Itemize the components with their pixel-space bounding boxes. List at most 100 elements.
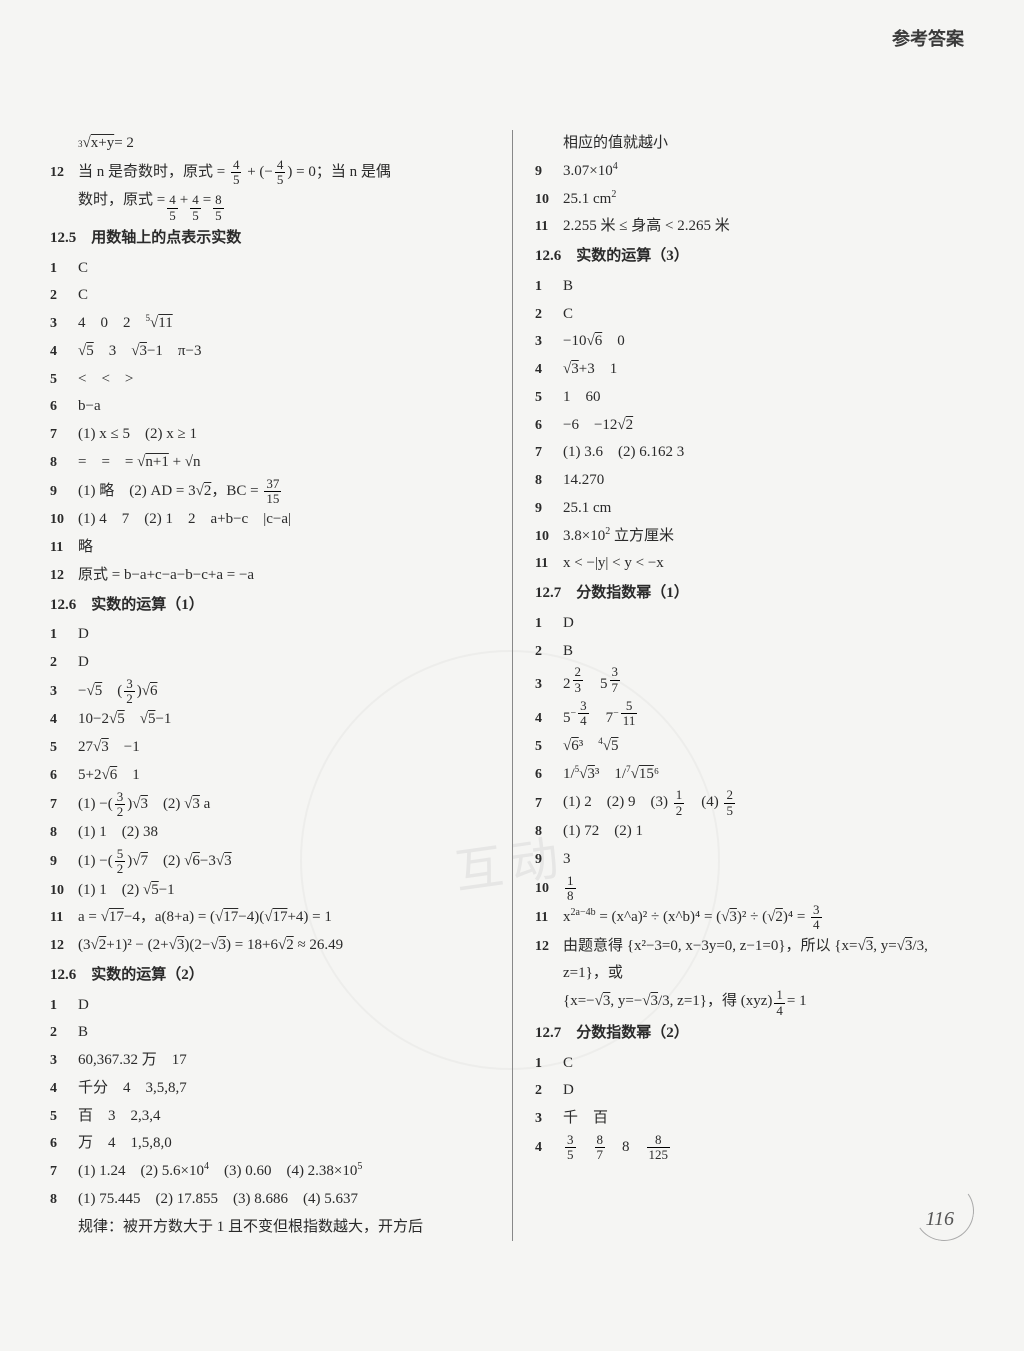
- item-number: 2: [50, 650, 74, 676]
- answer-line: 4千分 4 3,5,8,7: [50, 1075, 500, 1103]
- answer-line: 45−34 7−511: [535, 699, 974, 733]
- item-number: 5: [50, 735, 74, 761]
- item-content: √6³ 4√5: [563, 733, 618, 761]
- item-content: 35 87 8 8125: [563, 1133, 672, 1163]
- item-number: 8: [535, 819, 559, 845]
- item-content: 60,367.32 万 17: [78, 1047, 187, 1075]
- answer-line: 7(1) 3.6 (2) 6.162 3: [535, 439, 974, 467]
- item-number: 4: [50, 339, 74, 365]
- answer-line: 5< < >: [50, 366, 500, 394]
- item-content: (1) 4 7 (2) 1 2 a+b−c |c−a|: [78, 506, 291, 534]
- item-content: 百 3 2,3,4: [78, 1103, 161, 1131]
- answer-line: 1C: [535, 1050, 974, 1078]
- left-column: 3√x+y = 212当 n 是奇数时，原式 = 45 + (−45) = 0；…: [50, 130, 512, 1241]
- item-number: 4: [50, 707, 74, 733]
- item-content: D: [78, 992, 89, 1020]
- item-content: 25.1 cm: [563, 495, 611, 523]
- item-content: √3+3 1: [563, 356, 617, 384]
- item-content: 千分 4 3,5,8,7: [78, 1075, 187, 1103]
- answer-line: 435 87 8 8125: [535, 1133, 974, 1163]
- item-number: 11: [535, 214, 559, 240]
- item-number: 11: [50, 905, 74, 931]
- answer-line: 3223 537: [535, 665, 974, 699]
- section-heading: 12.6 实数的运算（1）: [50, 592, 500, 620]
- item-number: 9: [535, 847, 559, 873]
- answer-line: 1D: [50, 992, 500, 1020]
- item-content: (1) 1 (2) √5−1: [78, 877, 175, 905]
- item-number: 9: [535, 159, 559, 185]
- item-number: 7: [50, 1159, 74, 1185]
- item-number: 12: [535, 934, 559, 960]
- answer-line: 9(1) −(52)√7 (2) √6−3√3: [50, 847, 500, 877]
- item-content: (1) 72 (2) 1: [563, 818, 643, 846]
- answer-line: 103.8×102 立方厘米: [535, 523, 974, 551]
- item-number: 7: [50, 792, 74, 818]
- item-content: 27√3 −1: [78, 734, 140, 762]
- item-number: 7: [50, 422, 74, 448]
- answer-line: 11a = √17−4，a(8+a) = (√17−4)(√17+4) = 1: [50, 904, 500, 932]
- item-number: 7: [535, 440, 559, 466]
- item-number: 2: [535, 1078, 559, 1104]
- answer-line: 2C: [535, 301, 974, 329]
- item-content: D: [563, 1077, 574, 1105]
- item-content: 3: [563, 846, 571, 874]
- item-content: x < −|y| < y < −x: [563, 550, 664, 578]
- answer-line: 1D: [535, 610, 974, 638]
- answer-line: 10(1) 1 (2) √5−1: [50, 877, 500, 905]
- answer-line: 112.255 米 ≤ 身高 < 2.265 米: [535, 213, 974, 241]
- item-content: C: [563, 301, 573, 329]
- page-container: 参考答案 互动 3√x+y = 212当 n 是奇数时，原式 = 45 + (−…: [0, 0, 1024, 1261]
- answer-line: 3千 百: [535, 1105, 974, 1133]
- item-number: 1: [535, 611, 559, 637]
- item-content: C: [78, 255, 88, 283]
- item-content: (1) 75.445 (2) 17.855 (3) 8.686 (4) 5.63…: [78, 1186, 358, 1214]
- item-content: (1) 略 (2) AD = 3√2，BC = 3715: [78, 477, 283, 507]
- item-number: 1: [535, 274, 559, 300]
- answer-line: 61/5√3³ 1/7√15⁶: [535, 761, 974, 789]
- right-column: 相应的值就越小93.07×1041025.1 cm2112.255 米 ≤ 身高…: [512, 130, 974, 1241]
- item-content: 万 4 1,5,8,0: [78, 1130, 172, 1158]
- item-number: 1: [50, 622, 74, 648]
- section-heading: 12.6 实数的运算（3）: [535, 243, 974, 271]
- item-content: −6 −12√2: [563, 412, 633, 440]
- answer-line: 51 60: [535, 384, 974, 412]
- answer-line: 34 0 2 5√11: [50, 310, 500, 338]
- answer-line: 12原式 = b−a+c−a−b−c+a = −a: [50, 562, 500, 590]
- continuation-line: 3√x+y = 2: [50, 130, 500, 158]
- item-number: 10: [535, 876, 559, 902]
- answer-line: 6万 4 1,5,8,0: [50, 1130, 500, 1158]
- item-content: 略: [78, 534, 93, 562]
- answer-line: 6b−a: [50, 393, 500, 421]
- continuation-line: 数时，原式 = 45 + 45 = 85: [50, 187, 500, 223]
- answer-line: 11略: [50, 534, 500, 562]
- answer-line: 1018: [535, 874, 974, 904]
- item-number: 5: [535, 734, 559, 760]
- answer-line: 93: [535, 846, 974, 874]
- answer-line: 1B: [535, 273, 974, 301]
- continuation-line: 相应的值就越小: [535, 130, 974, 158]
- item-number: 3: [535, 1106, 559, 1132]
- answer-line: 2B: [535, 638, 974, 666]
- item-number: 3: [50, 1048, 74, 1074]
- answer-line: 12当 n 是奇数时，原式 = 45 + (−45) = 0；当 n 是偶: [50, 158, 500, 188]
- item-content: 223 537: [563, 665, 622, 699]
- item-number: 12: [50, 933, 74, 959]
- answer-line: 10(1) 4 7 (2) 1 2 a+b−c |c−a|: [50, 506, 500, 534]
- answer-line: 12由题意得 {x²−3=0, x−3y=0, z−1=0}，所以 {x=√3,…: [535, 933, 974, 989]
- answer-line: 4√3+3 1: [535, 356, 974, 384]
- item-content: 10−2√5 √5−1: [78, 706, 171, 734]
- item-number: 3: [535, 329, 559, 355]
- item-number: 4: [50, 1076, 74, 1102]
- section-heading: 12.5 用数轴上的点表示实数: [50, 225, 500, 253]
- item-content: 14.270: [563, 467, 604, 495]
- answer-line: 8= = = √n+1 + √n: [50, 449, 500, 477]
- item-number: 8: [50, 820, 74, 846]
- answer-line: 7(1) 1.24 (2) 5.6×104 (3) 0.60 (4) 2.38×…: [50, 1158, 500, 1186]
- answer-line: 814.270: [535, 467, 974, 495]
- answer-line: 925.1 cm: [535, 495, 974, 523]
- section-heading: 12.7 分数指数幂（1）: [535, 580, 974, 608]
- item-content: 1/5√3³ 1/7√15⁶: [563, 761, 659, 789]
- answer-line: 3−√5 (32)√6: [50, 677, 500, 707]
- item-content: (1) 2 (2) 9 (3) 12 (4) 25: [563, 788, 737, 818]
- item-content: < < >: [78, 366, 133, 394]
